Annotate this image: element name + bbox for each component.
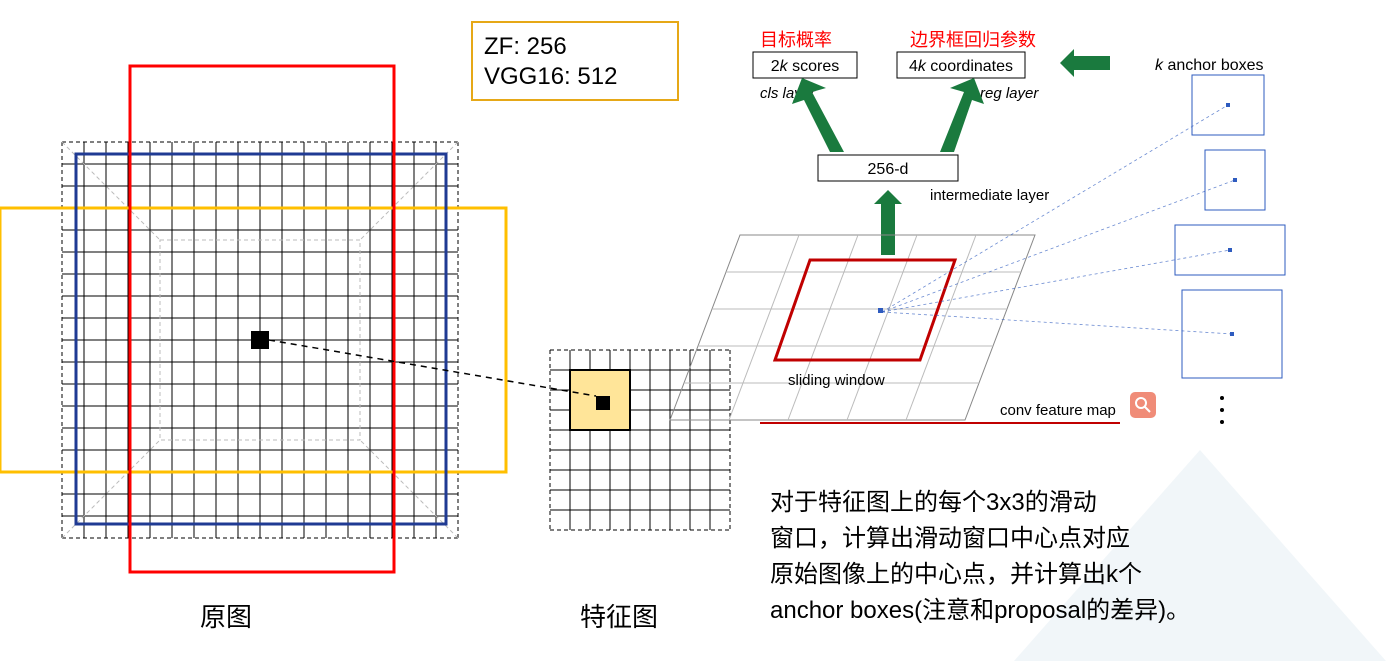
center-point	[251, 331, 269, 349]
mapping-dash-line	[269, 340, 596, 396]
search-icon	[1130, 392, 1156, 418]
arrow-to-scores	[792, 78, 844, 152]
feature-map-label: 特征图	[580, 602, 658, 632]
watermark	[1014, 450, 1386, 661]
sliding-window-red	[775, 260, 955, 360]
description-line-0: 对于特征图上的每个3x3的滑动	[770, 489, 1097, 516]
intermediate-box-label: 256-d	[868, 161, 909, 178]
coords-box-label: 4k coordinates	[909, 58, 1013, 75]
annotation-bbox-reg: 边界框回归参数	[910, 30, 1036, 50]
arrow-up	[874, 190, 902, 255]
arrow-left	[1060, 49, 1110, 77]
description-line-3: anchor boxes(注意和proposal的差异)。	[770, 597, 1190, 624]
k-anchor-boxes-label: k anchor boxes	[1155, 57, 1264, 74]
conv-feature-map-label: conv feature map	[1000, 402, 1116, 419]
legend-line2: VGG16: 512	[484, 63, 617, 90]
legend-line1: ZF: 256	[484, 33, 567, 60]
frustum-line	[360, 142, 458, 240]
description-line-1: 窗口，计算出滑动窗口中心点对应	[770, 525, 1130, 552]
conv-feature-plane	[670, 235, 1035, 420]
intermediate-layer-label: intermediate layer	[930, 187, 1049, 204]
svg-text:reg layer: reg layer	[980, 85, 1039, 102]
annotation-target-prob: 目标概率	[760, 30, 832, 50]
original-image-label: 原图	[200, 602, 252, 632]
sliding-window-label: sliding window	[788, 372, 885, 389]
scores-box-label: 2k scores	[771, 58, 839, 75]
arrow-to-coords	[940, 78, 984, 152]
feature-center-dot	[596, 396, 610, 410]
description-line-2: 原始图像上的中心点，并计算出k个	[770, 561, 1142, 588]
